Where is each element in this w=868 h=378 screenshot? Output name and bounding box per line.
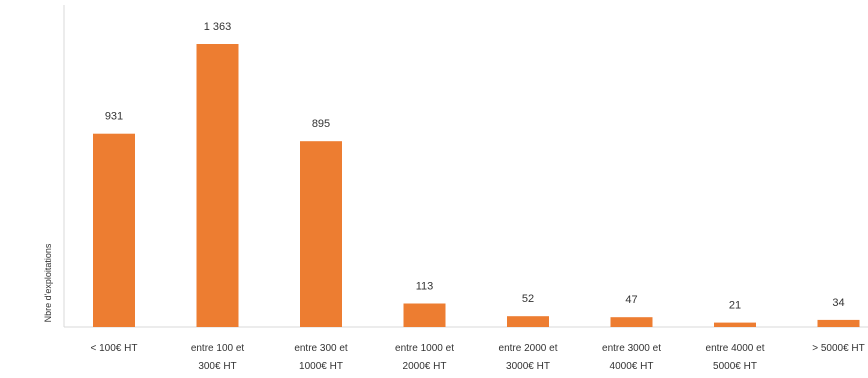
data-label-5: 52 bbox=[522, 293, 534, 305]
data-label-7: 21 bbox=[729, 300, 741, 312]
chart-axes bbox=[63, 5, 868, 328]
category-label-line: 2000€ HT bbox=[403, 361, 447, 372]
category-label-1: < 100€ HT bbox=[91, 343, 138, 354]
bar-6 bbox=[610, 317, 653, 327]
data-label-1: 931 bbox=[105, 111, 123, 123]
category-label-line: entre 3000 et bbox=[602, 343, 661, 354]
category-label-line: 1000€ HT bbox=[299, 361, 343, 372]
category-labels-group: < 100€ HT entre 100 et 300€ HT entre 300 et… bbox=[91, 343, 865, 372]
bar-4 bbox=[403, 303, 446, 327]
data-label-6: 47 bbox=[625, 294, 637, 306]
data-label-8: 34 bbox=[832, 297, 844, 309]
data-label-4: 113 bbox=[416, 281, 434, 293]
category-label-line: > 5000€ HT bbox=[812, 343, 865, 354]
category-label-line: 3000€ HT bbox=[506, 361, 550, 372]
category-label-line: 300€ HT bbox=[198, 361, 236, 372]
category-label-line: 5000€ HT bbox=[713, 361, 757, 372]
bar-3 bbox=[300, 141, 342, 327]
bar-8 bbox=[817, 319, 860, 327]
category-label-6: entre 3000 et 4000€ HT bbox=[602, 343, 661, 372]
category-label-line: entre 2000 et bbox=[499, 343, 558, 354]
category-label-8: > 5000€ HT bbox=[812, 343, 865, 354]
category-label-line: entre 100 et bbox=[191, 343, 245, 354]
bar-1 bbox=[93, 133, 135, 327]
category-label-line: 4000€ HT bbox=[610, 361, 654, 372]
category-label-line: entre 1000 et bbox=[395, 343, 454, 354]
category-label-2: entre 100 et 300€ HT bbox=[191, 343, 245, 372]
data-label-2: 1 363 bbox=[204, 21, 232, 33]
bar-7 bbox=[714, 322, 756, 327]
category-label-7: entre 4000 et 5000€ HT bbox=[706, 343, 765, 372]
category-label-line: entre 300 et bbox=[294, 343, 348, 354]
bar-2 bbox=[196, 44, 239, 327]
data-label-3: 895 bbox=[312, 118, 330, 130]
y-axis-title: Nbre d'exploitations bbox=[43, 243, 53, 322]
category-label-3: entre 300 et 1000€ HT bbox=[294, 343, 348, 372]
data-labels-group: 931 1 363 895 113 52 47 21 34 bbox=[105, 21, 845, 312]
category-label-4: entre 1000 et 2000€ HT bbox=[395, 343, 454, 372]
category-label-line: entre 4000 et bbox=[706, 343, 765, 354]
bars-group bbox=[93, 44, 860, 327]
category-label-line: < 100€ HT bbox=[91, 343, 138, 354]
bar-5 bbox=[507, 316, 549, 327]
category-label-5: entre 2000 et 3000€ HT bbox=[499, 343, 558, 372]
